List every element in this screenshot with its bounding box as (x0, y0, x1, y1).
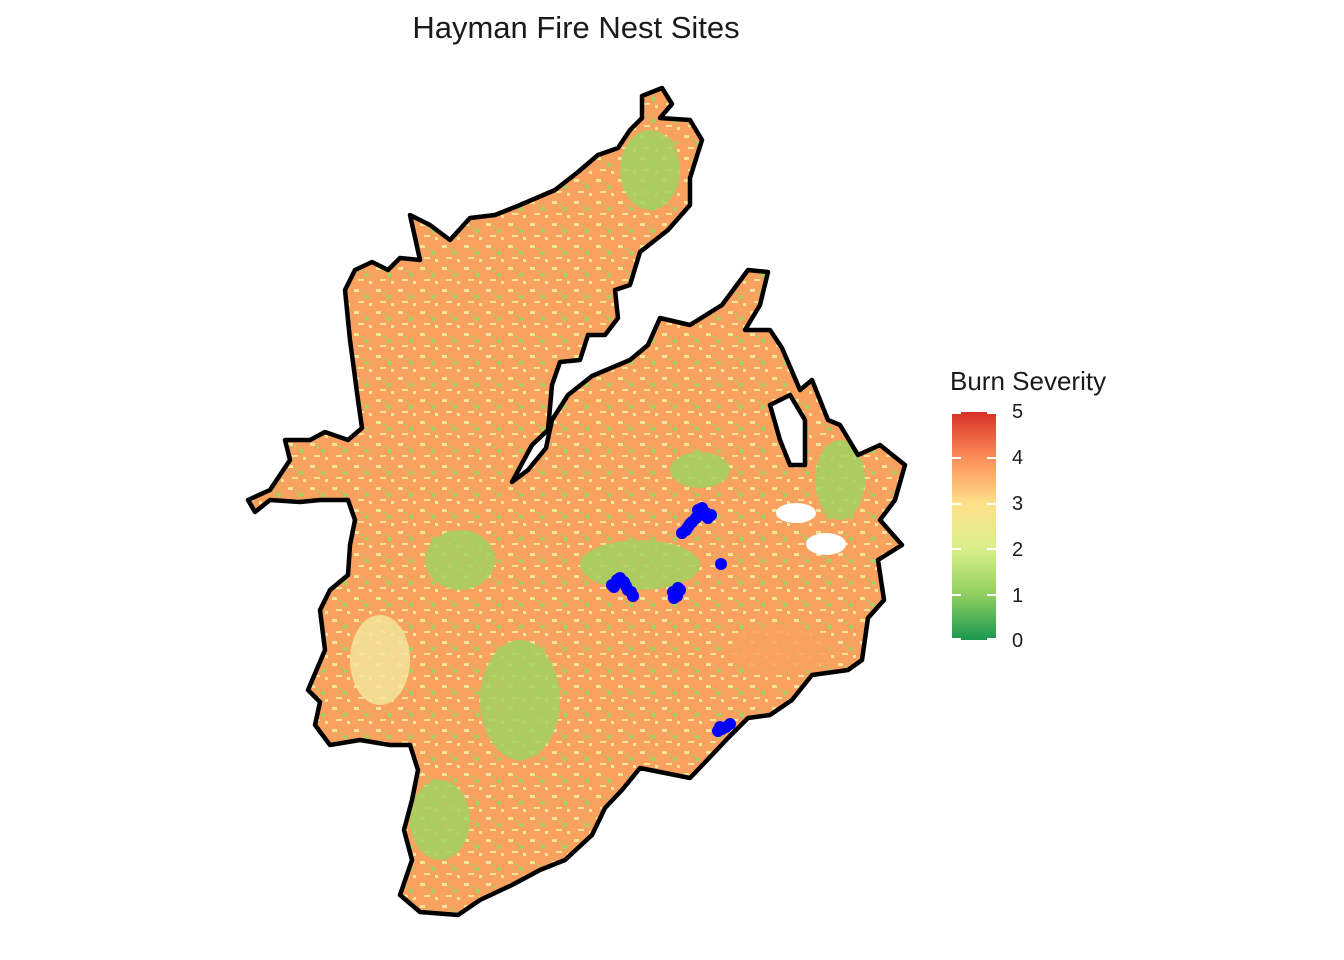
legend-tick-label: 2 (1012, 540, 1023, 560)
legend-tick-label: 1 (1012, 586, 1023, 606)
nest-site-point (620, 580, 632, 592)
nest-site-point (700, 507, 712, 519)
legend-tick-label: 5 (1012, 402, 1023, 422)
legend-tick-label: 0 (1012, 631, 1023, 651)
nest-site-point (684, 518, 696, 530)
nest-site-point (715, 558, 727, 570)
legend-tick-label: 3 (1012, 494, 1023, 514)
nest-site-point (670, 588, 682, 600)
nest-site-point (716, 723, 728, 735)
legend: Burn Severity 5 4 3 2 1 0 (950, 366, 1150, 656)
legend-title: Burn Severity (950, 366, 1106, 397)
nest-site-point (608, 581, 620, 593)
legend-tick-label: 4 (1012, 448, 1023, 468)
legend-color-bar (952, 412, 996, 640)
burn-severity-raster (240, 80, 920, 930)
